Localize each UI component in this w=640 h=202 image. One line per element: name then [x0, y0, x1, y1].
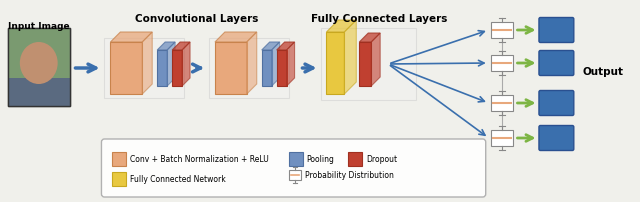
Text: Pooling: Pooling — [307, 155, 334, 163]
FancyBboxPatch shape — [113, 172, 126, 186]
FancyBboxPatch shape — [209, 38, 289, 98]
Polygon shape — [276, 50, 287, 86]
FancyBboxPatch shape — [348, 152, 362, 166]
Text: Output: Output — [582, 67, 623, 77]
Text: Conv + Batch Normalization + ReLU: Conv + Batch Normalization + ReLU — [131, 155, 269, 163]
Polygon shape — [359, 42, 371, 86]
Polygon shape — [262, 50, 272, 86]
Text: Fully Connected Network: Fully Connected Network — [131, 175, 226, 183]
FancyBboxPatch shape — [104, 38, 184, 98]
Polygon shape — [157, 50, 167, 86]
Text: Dropout: Dropout — [366, 155, 397, 163]
Polygon shape — [287, 42, 294, 86]
FancyBboxPatch shape — [539, 18, 574, 42]
FancyBboxPatch shape — [8, 28, 70, 106]
Polygon shape — [262, 42, 280, 50]
Polygon shape — [344, 20, 356, 94]
Polygon shape — [215, 42, 247, 94]
Ellipse shape — [20, 42, 58, 84]
FancyBboxPatch shape — [491, 95, 513, 111]
Polygon shape — [142, 32, 152, 94]
FancyBboxPatch shape — [102, 139, 486, 197]
Polygon shape — [111, 42, 142, 94]
FancyBboxPatch shape — [491, 130, 513, 146]
Polygon shape — [8, 78, 70, 106]
FancyBboxPatch shape — [539, 125, 574, 150]
Polygon shape — [326, 20, 356, 32]
Polygon shape — [182, 42, 190, 86]
FancyBboxPatch shape — [289, 152, 303, 166]
FancyBboxPatch shape — [113, 152, 126, 166]
Polygon shape — [247, 32, 257, 94]
Polygon shape — [371, 33, 380, 86]
FancyBboxPatch shape — [289, 170, 301, 180]
FancyBboxPatch shape — [491, 22, 513, 38]
Polygon shape — [215, 32, 257, 42]
Polygon shape — [172, 42, 190, 50]
FancyBboxPatch shape — [321, 28, 416, 100]
Text: Probability Distribution: Probability Distribution — [305, 170, 394, 180]
Text: Input Image: Input Image — [8, 22, 70, 31]
FancyBboxPatch shape — [539, 50, 574, 76]
Polygon shape — [276, 42, 294, 50]
Polygon shape — [8, 28, 70, 106]
FancyBboxPatch shape — [539, 90, 574, 116]
Polygon shape — [272, 42, 280, 86]
Polygon shape — [157, 42, 175, 50]
Polygon shape — [359, 33, 380, 42]
Polygon shape — [172, 50, 182, 86]
Polygon shape — [167, 42, 175, 86]
Polygon shape — [326, 32, 344, 94]
Text: Fully Connected Layers: Fully Connected Layers — [311, 14, 447, 24]
Text: Convolutional Layers: Convolutional Layers — [135, 14, 259, 24]
Polygon shape — [111, 32, 152, 42]
FancyBboxPatch shape — [491, 55, 513, 71]
